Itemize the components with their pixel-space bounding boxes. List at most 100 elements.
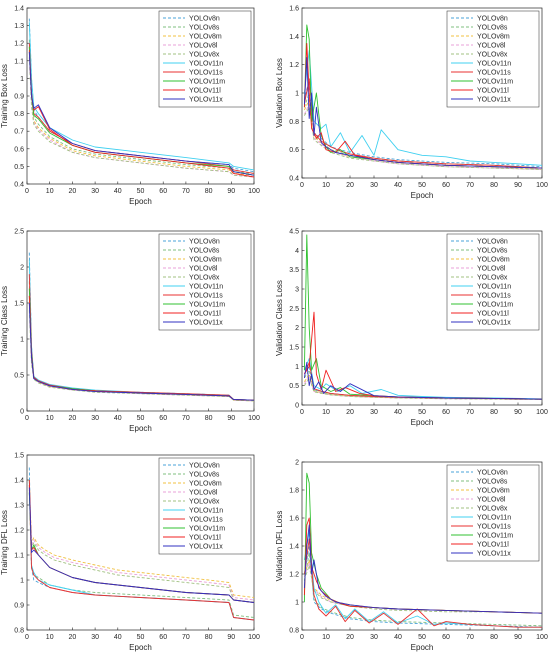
x-tick-label: 0: [25, 415, 29, 422]
legend-label: YOLOv11s: [189, 293, 223, 300]
legend-label: YOLOv11x: [477, 320, 511, 327]
series-line-yolov8x: [28, 489, 254, 603]
y-tick-label: 4.5: [289, 229, 299, 236]
y-axis-label: Training DFL Loss: [0, 510, 9, 575]
series-lines: [303, 234, 542, 401]
x-tick-label: 80: [490, 634, 498, 641]
legend-label: YOLOv11s: [189, 70, 223, 77]
legend-label: YOLOv8l: [477, 497, 506, 504]
series-line-yolov8x: [304, 377, 542, 401]
x-tick-label: 40: [394, 182, 402, 189]
y-tick-label: 2: [295, 325, 299, 332]
legend-label: YOLOv8m: [189, 481, 222, 488]
x-tick-label: 0: [300, 634, 304, 641]
y-tick-label: 3: [295, 287, 299, 294]
legend-label: YOLOv11l: [189, 311, 221, 318]
x-tick-label: 20: [346, 182, 354, 189]
y-tick-label: 1.3: [14, 503, 24, 510]
legend-label: YOLOv8s: [189, 472, 220, 479]
y-tick-label: 0.8: [14, 628, 24, 635]
legend-label: YOLOv11x: [189, 544, 223, 551]
y-tick-label: 1.4: [14, 478, 24, 485]
x-tick-label: 100: [536, 409, 548, 416]
legend-label: YOLOv11x: [189, 320, 223, 327]
legend-label: YOLOv11n: [477, 284, 511, 291]
y-tick-label: 1.4: [289, 34, 299, 41]
legend-label: YOLOv11l: [477, 88, 509, 95]
x-tick-label: 60: [159, 634, 167, 641]
y-tick-label: 0: [20, 409, 24, 416]
legend-label: YOLOv8s: [189, 25, 220, 32]
x-tick-label: 50: [418, 409, 426, 416]
y-tick-label: 0.9: [14, 94, 24, 101]
legend-label: YOLOv11l: [189, 535, 221, 542]
y-tick-label: 1.5: [289, 345, 299, 352]
y-tick-label: 2: [295, 460, 299, 467]
series-lines: [28, 252, 254, 402]
legend-label: YOLOv8x: [477, 275, 508, 282]
legend-label: YOLOv8l: [189, 490, 218, 497]
series-line-yolov11x: [303, 362, 542, 400]
series-line-yolov11x: [28, 302, 254, 401]
legend-label: YOLOv11n: [189, 284, 223, 291]
x-tick-label: 50: [418, 634, 426, 641]
chart-val-cls: 0 10 20 30 40 50 60 70 80 90 100 0 0.5 1 1.5 2 2.5 3 3.5 4 4…: [275, 229, 548, 428]
x-tick-label: 0: [300, 182, 304, 189]
x-tick-label: 80: [205, 415, 213, 422]
x-axis-label: Epoch: [411, 643, 434, 652]
y-tick-label: 1.8: [289, 488, 299, 495]
y-tick-label: 1.2: [14, 41, 24, 48]
legend-label: YOLOv11s: [189, 517, 223, 524]
y-tick-label: 1.4: [289, 544, 299, 551]
x-tick-label: 100: [536, 634, 548, 641]
legend-label: YOLOv11l: [189, 88, 221, 95]
series-line-yolov11n: [28, 22, 254, 171]
legend-label: YOLOv11s: [477, 524, 511, 531]
x-tick-label: 50: [137, 634, 145, 641]
x-tick-label: 70: [466, 182, 474, 189]
x-tick-label: 60: [159, 415, 167, 422]
x-tick-label: 80: [490, 182, 498, 189]
x-tick-label: 30: [91, 634, 99, 641]
chart-val-dfl: 0 10 20 30 40 50 60 70 80 90 100 0.8 1 1.2 1.4 1.6 1.8 2 E…: [275, 460, 548, 653]
x-tick-label: 20: [69, 188, 77, 195]
series-lines: [28, 467, 254, 621]
series-line-yolov8x: [28, 57, 254, 178]
x-tick-label: 70: [182, 188, 190, 195]
legend-label: YOLOv11x: [477, 551, 511, 558]
legend-label: YOLOv8m: [189, 257, 222, 264]
legend-label: YOLOv8n: [189, 463, 220, 470]
legend-label: YOLOv11x: [477, 97, 511, 104]
x-tick-label: 80: [205, 634, 213, 641]
x-tick-label: 70: [466, 634, 474, 641]
series-line-yolov11x: [28, 51, 254, 176]
legend-label: YOLOv11m: [477, 533, 513, 540]
x-axis-label: Epoch: [411, 191, 434, 200]
y-tick-label: 1: [295, 91, 299, 98]
legend: YOLOv8n YOLOv8s YOLOv8m YOLOv8l YOLOv8x YOLOv…: [446, 10, 540, 108]
x-tick-label: 30: [370, 182, 378, 189]
legend-label: YOLOv8l: [189, 43, 218, 50]
series-lines: [303, 472, 542, 628]
y-tick-label: 3.5: [289, 267, 299, 274]
legend-label: YOLOv11n: [189, 508, 223, 515]
series-line-yolov11s: [303, 538, 542, 628]
legend-label: YOLOv8l: [189, 266, 218, 273]
legend-label: YOLOv11n: [477, 515, 511, 522]
y-tick-label: 1.2: [14, 528, 24, 535]
legend-label: YOLOv11m: [189, 79, 225, 86]
series-line-yolov8n: [28, 467, 254, 621]
legend-label: YOLOv8x: [189, 499, 220, 506]
series-line-yolov11x: [28, 487, 254, 603]
legend-label: YOLOv8m: [477, 34, 510, 41]
chart-train-box: 0 10 20 30 40 50 60 70 80 90 100 0.4 0.5 0.6 0.7 0.8 0.9…: [0, 6, 260, 207]
series-line-yolov11x: [303, 524, 542, 614]
x-tick-label: 30: [370, 409, 378, 416]
legend-label: YOLOv11n: [477, 61, 511, 68]
series-line-yolov8l: [303, 103, 542, 170]
chart-train-cls: 0 10 20 30 40 50 60 70 80 90 100 0 0.5 1 1.5 2 2.5 Epoch T…: [0, 229, 260, 434]
x-tick-label: 90: [514, 409, 522, 416]
x-tick-label: 70: [182, 634, 190, 641]
x-tick-label: 0: [300, 409, 304, 416]
